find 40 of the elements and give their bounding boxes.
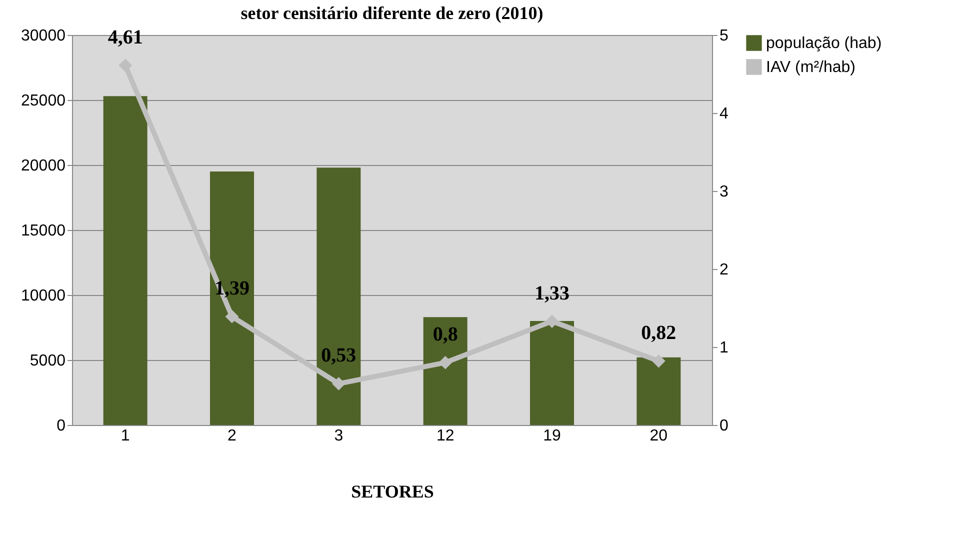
x-tick-label: 20: [650, 428, 668, 444]
y2-tick-label: 4: [720, 106, 728, 122]
point: [225, 310, 239, 324]
y2-tick-label: 2: [720, 262, 728, 278]
y-tick-label: 20000: [21, 158, 66, 174]
y-tick-label: 10000: [21, 288, 66, 304]
x-tick-label: 3: [334, 428, 344, 444]
y-tick-label: 25000: [21, 92, 66, 110]
y-tick-label: 15000: [21, 222, 66, 240]
point: [332, 376, 346, 390]
x-axis-title: SETORES: [351, 482, 434, 502]
chart-title: setor censitário diferente de zero (2010): [240, 3, 544, 23]
point: [438, 356, 452, 370]
bar: [316, 168, 361, 425]
x-tick-label: 2: [228, 428, 237, 444]
bar: [530, 321, 574, 425]
legend-label: IAV (m²/hab): [766, 59, 856, 76]
y-tick-label: 5000: [30, 352, 66, 370]
data-label: 0,53: [321, 344, 356, 367]
point: [118, 58, 132, 72]
bar: [103, 96, 148, 425]
bar: [210, 172, 254, 425]
legend-label: população (hab): [766, 35, 882, 52]
x-tick-label: 1: [120, 428, 130, 444]
point: [652, 354, 666, 368]
y2-tick-label: 1: [720, 340, 728, 356]
bar: [423, 317, 468, 425]
y-tick-label: 30000: [21, 28, 66, 44]
x-tick-label: 19: [543, 428, 561, 444]
point: [545, 314, 559, 328]
x-tick-label: 12: [436, 428, 454, 444]
data-label: 0,82: [641, 322, 676, 344]
y-tick-label: 0: [56, 418, 66, 434]
data-label: 4,61: [108, 26, 143, 48]
bar: [636, 357, 681, 425]
data-label: 0,8: [432, 324, 458, 346]
y2-tick-label: 3: [720, 184, 728, 200]
y2-tick-label: 0: [720, 418, 728, 434]
data-label: 1,33: [534, 282, 570, 304]
y2-tick-label: 5: [720, 28, 728, 44]
